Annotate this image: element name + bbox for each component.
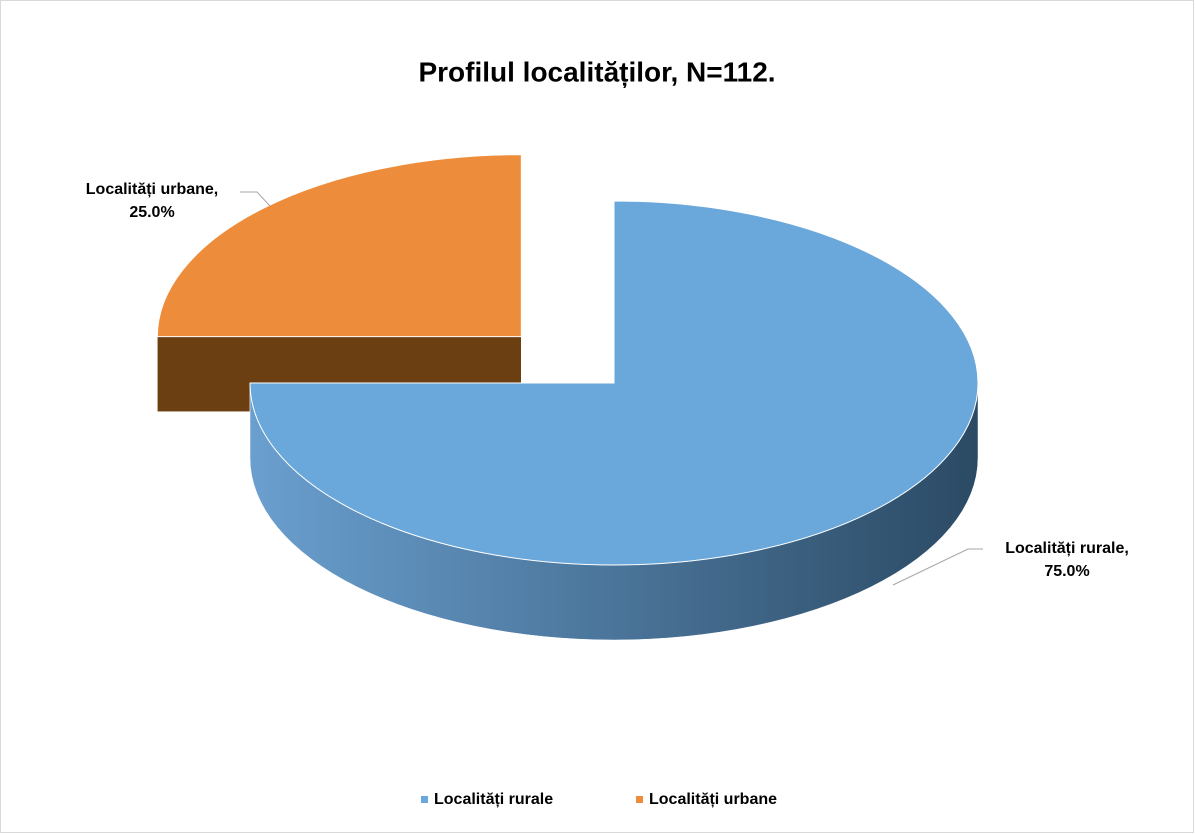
legend-label: Localități urbane [649, 791, 777, 808]
leader-line [240, 191, 271, 207]
slice [156, 154, 522, 338]
legend-label: Localități rurale [434, 791, 553, 808]
data-label-value: 25.0% [129, 204, 174, 221]
data-label-value: 75.0% [1044, 563, 1089, 580]
legend: Localități rurale Localități urbane [421, 791, 777, 808]
data-label-name: Localități rurale, [1005, 540, 1129, 557]
legend-marker [636, 796, 643, 803]
pie [156, 154, 979, 641]
data-label-name: Localități urbane, [86, 181, 218, 198]
slice [249, 200, 979, 566]
legend-marker [421, 796, 428, 803]
chart-title: Profilul localităților, N=112. [418, 56, 775, 87]
leader-line [892, 548, 983, 586]
